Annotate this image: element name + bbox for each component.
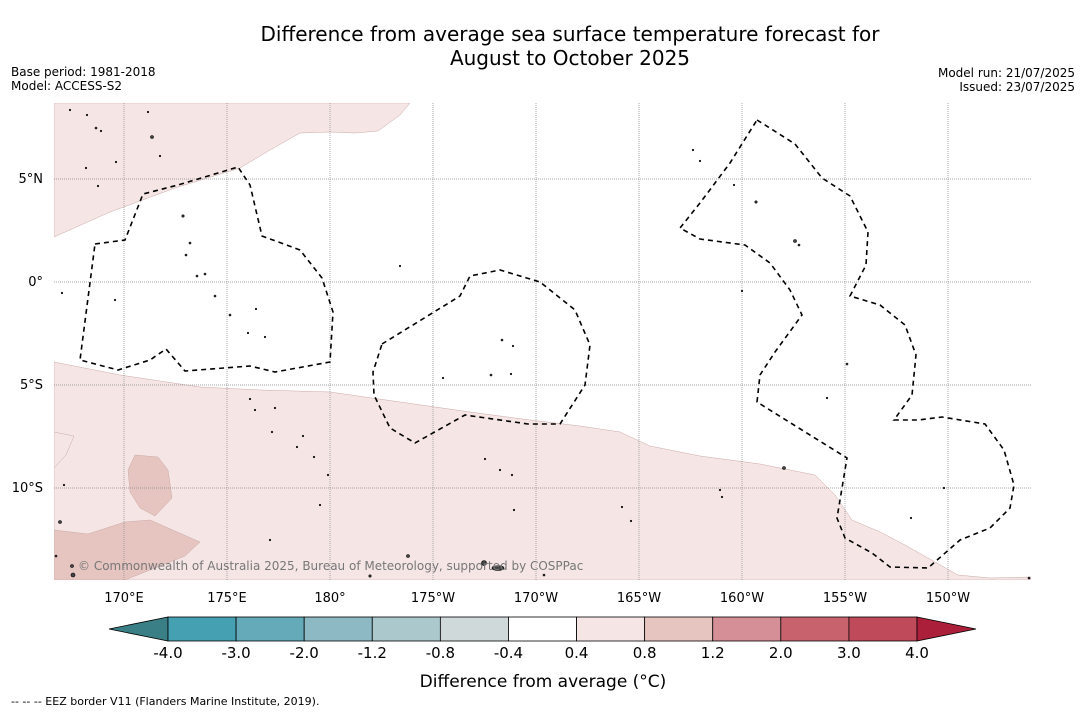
- colorbar: -4.0 -3.0 -2.0 -1.2 -0.8 -0.4 0.4 0.8 1.2 2.0 3.0 4…: [108, 616, 977, 692]
- anomaly-region-north: [54, 103, 411, 238]
- anomaly-region-south: [54, 361, 1031, 580]
- colorbar-tick-label: -3.0: [221, 644, 250, 662]
- colorbar-bin: [439, 616, 509, 642]
- lat-label: 10°S: [12, 481, 43, 496]
- colorbar-tick-label: 2.0: [769, 644, 793, 662]
- lon-label: 165°W: [617, 591, 661, 606]
- island-outlines: [54, 108, 1031, 580]
- colorbar-bin: [644, 616, 714, 642]
- colorbar-tick-label: 0.8: [633, 644, 657, 662]
- model-name: Model: ACCESS-S2: [11, 79, 123, 93]
- colorbar-bin: [780, 616, 850, 642]
- colorbar-tick-label: 4.0: [905, 644, 929, 662]
- eez-kiribati-gilbert: [79, 166, 334, 373]
- colorbar-tick-label: 0.4: [565, 644, 589, 662]
- eez-legend-note: -- -- -- EEZ border V11 (Flanders Marine…: [11, 695, 320, 708]
- lon-label: 160°W: [720, 591, 764, 606]
- title-line-2: August to October 2025: [449, 46, 691, 70]
- colorbar-tick-label: -4.0: [153, 644, 182, 662]
- anomaly-region-central: [127, 454, 173, 517]
- colorbar-bin: [303, 616, 373, 642]
- issued-date: Issued: 23/07/2025: [959, 80, 1075, 94]
- lon-label: 170°W: [514, 591, 558, 606]
- chart-title: Difference from average sea surface temp…: [0, 22, 1085, 70]
- anomaly-region-south-west: [54, 519, 201, 580]
- map-gridlines: [54, 103, 1031, 580]
- model-run-info: Model run: 21/07/2025 Issued: 23/07/2025: [938, 66, 1075, 94]
- title-line-1: Difference from average sea surface temp…: [260, 22, 880, 46]
- lon-label: 150°W: [926, 591, 970, 606]
- longitude-labels: 170°E 175°E 180° 175°W 170°W 165°W 160°W…: [104, 591, 970, 606]
- lon-label: 175°W: [411, 591, 455, 606]
- colorbar-bin: [508, 616, 577, 642]
- lat-label: 5°S: [20, 378, 43, 393]
- base-period-info: Base period: 1981-2018 Model: ACCESS-S2: [11, 65, 156, 93]
- lon-label: 155°W: [823, 591, 867, 606]
- copyright-notice: © Commonwealth of Australia 2025, Bureau…: [78, 559, 583, 573]
- lon-label: 180°: [314, 591, 345, 606]
- lon-label: 175°E: [207, 591, 247, 606]
- map-plot-area: © Commonwealth of Australia 2025, Bureau…: [54, 103, 1031, 580]
- eez-borders: [79, 118, 1015, 569]
- colorbar-bin: [576, 616, 646, 642]
- anomaly-region-west-edge: [54, 431, 75, 469]
- colorbar-bin: [848, 616, 918, 642]
- lon-label: 170°E: [104, 591, 144, 606]
- colorbar-tick-label: -0.8: [426, 644, 455, 662]
- colorbar-tick-label: -0.4: [494, 644, 523, 662]
- colorbar-tick-label: -1.2: [358, 644, 387, 662]
- lat-label: 0°: [28, 275, 43, 290]
- colorbar-title: Difference from average (°C): [420, 672, 667, 692]
- base-period: Base period: 1981-2018: [11, 65, 156, 79]
- latitude-labels: 5°N 0° 5°S 10°S: [12, 172, 43, 496]
- colorbar-bin: [712, 616, 782, 642]
- colorbar-bin: [235, 616, 305, 642]
- colorbar-tick-label: -2.0: [290, 644, 319, 662]
- colorbar-bin: [167, 616, 237, 642]
- colorbar-tick-label: 3.0: [837, 644, 861, 662]
- colorbar-tick-labels: -4.0 -3.0 -2.0 -1.2 -0.8 -0.4 0.4 0.8 1.2 2.0 3.0 4…: [153, 644, 929, 662]
- eez-kiribati-phoenix: [372, 269, 591, 444]
- model-run: Model run: 21/07/2025: [937, 66, 1075, 80]
- colorbar-over-arrow: [916, 616, 977, 642]
- colorbar-tick-label: 1.2: [701, 644, 725, 662]
- colorbar-under-arrow: [108, 616, 169, 642]
- lat-label: 5°N: [19, 172, 44, 187]
- colorbar-bins: [167, 616, 918, 642]
- colorbar-bin: [371, 616, 441, 642]
